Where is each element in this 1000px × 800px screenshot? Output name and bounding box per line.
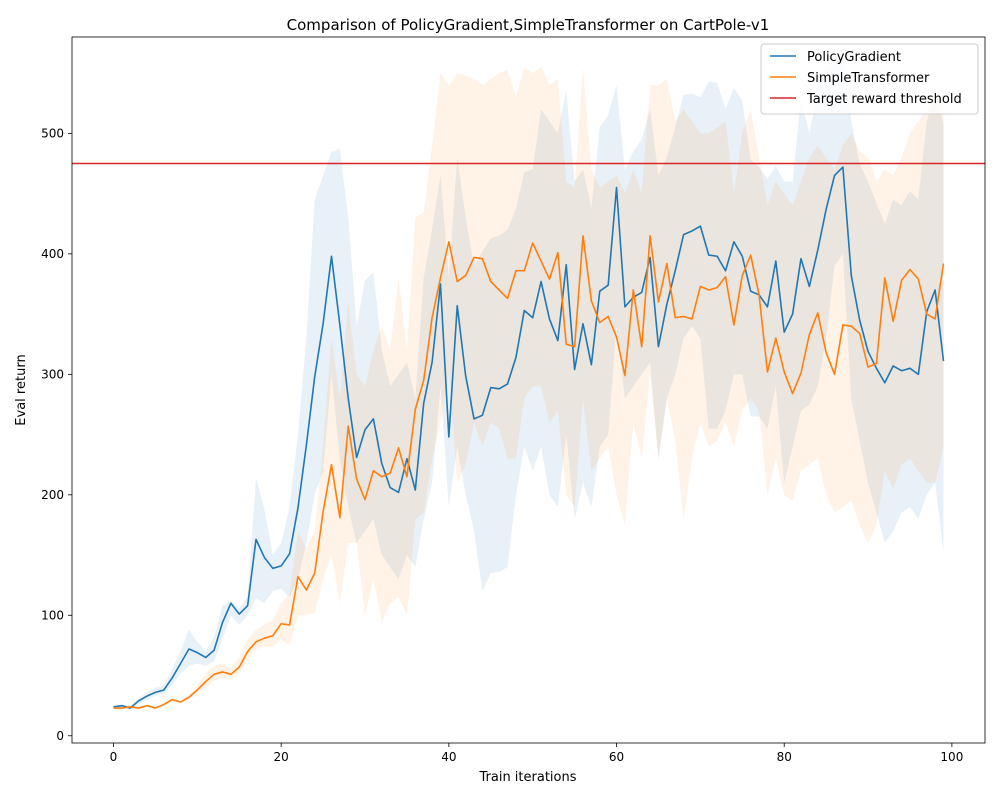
x-axis: 0 20 40 60 80 100 bbox=[110, 743, 963, 764]
x-tick-label: 100 bbox=[940, 750, 963, 764]
legend: PolicyGradient SimpleTransformer Target re… bbox=[760, 43, 979, 115]
series-lines bbox=[113, 166, 945, 709]
x-tick-label: 40 bbox=[441, 750, 456, 764]
x-axis-label: Train iterations bbox=[478, 770, 576, 785]
legend-label: Target reward threshold bbox=[806, 92, 962, 107]
legend-label: SimpleTransformer bbox=[807, 71, 930, 86]
series-line-simpletransformer bbox=[113, 234, 945, 709]
y-axis-label: Eval return bbox=[14, 354, 29, 425]
y-tick-label: 300 bbox=[41, 367, 64, 381]
x-tick-label: 20 bbox=[274, 750, 289, 764]
band-simpletransformer bbox=[113, 67, 944, 710]
y-tick-label: 200 bbox=[41, 488, 64, 502]
y-tick-label: 0 bbox=[56, 729, 64, 743]
plot-frame bbox=[71, 36, 986, 744]
legend-box bbox=[760, 43, 979, 115]
y-tick-label: 100 bbox=[41, 608, 64, 622]
x-tick-label: 80 bbox=[777, 750, 792, 764]
legend-label: PolicyGradient bbox=[807, 50, 901, 65]
chart-title: Comparison of PolicyGradient,SimpleTrans… bbox=[287, 16, 770, 34]
band-policygradient bbox=[113, 57, 944, 710]
x-tick-label: 60 bbox=[609, 750, 624, 764]
x-tick-label: 0 bbox=[110, 750, 118, 764]
series-line-policygradient bbox=[113, 166, 945, 709]
y-axis: 0 100 200 300 400 500 bbox=[41, 126, 72, 743]
y-tick-label: 400 bbox=[41, 247, 64, 261]
y-tick-label: 500 bbox=[41, 126, 64, 140]
confidence-bands bbox=[113, 57, 944, 710]
